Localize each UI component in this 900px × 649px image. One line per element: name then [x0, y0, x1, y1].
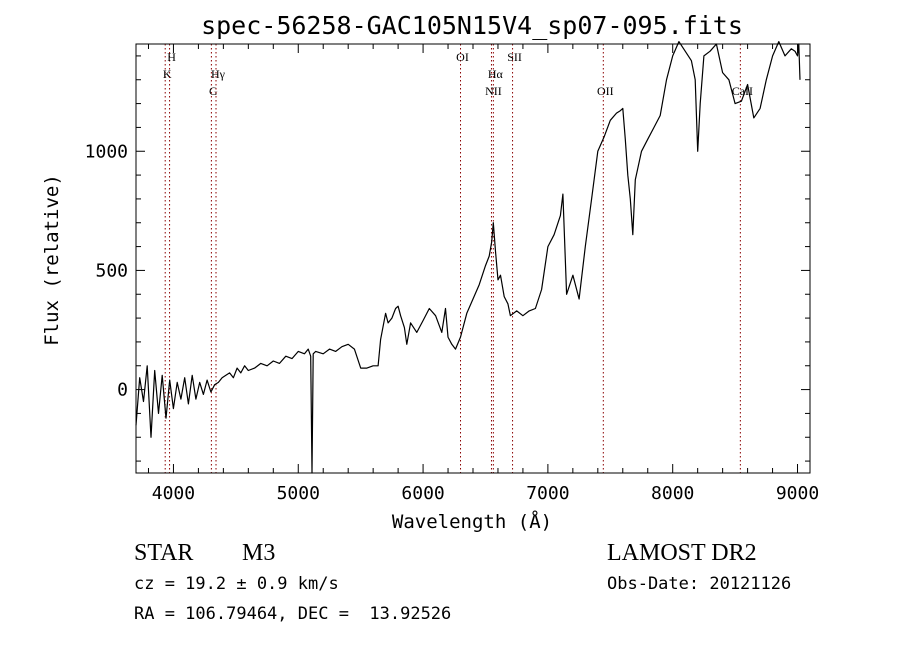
coordinates: RA = 106.79464, DEC = 13.92526 [134, 604, 452, 624]
chart-title: spec-56258-GAC105N15V4_sp07-095.fits [201, 11, 743, 40]
survey-label: LAMOST DR2 [607, 540, 757, 566]
line-marker-label-5: NII [485, 84, 502, 98]
spectrum-series [135, 41, 801, 474]
x-tick-label-1: 5000 [277, 483, 320, 504]
y-axis-label: Flux (relative) [41, 174, 63, 346]
cz-value: cz = 19.2 ± 0.9 km/s [134, 574, 339, 594]
y-tick-label-0: 0 [117, 380, 128, 401]
line-marker-label-1: H [167, 50, 176, 64]
object-subclass: M3 [242, 540, 276, 566]
plot-axes: 4000 5000 6000 7000 8000 9000 0 500 1000 [85, 43, 819, 504]
x-tick-label-3: 7000 [526, 483, 569, 504]
x-tick-label-5: 9000 [776, 483, 819, 504]
x-axis-label: Wavelength (Å) [392, 510, 552, 533]
plot-frame [135, 43, 811, 474]
y-tick-label-1: 500 [95, 260, 128, 281]
line-marker-label-7: SII [507, 50, 522, 64]
x-tick-label-2: 6000 [401, 483, 444, 504]
x-tick-label-4: 8000 [651, 483, 694, 504]
line-marker-label-0: K [163, 67, 172, 81]
line-marker-label-2: G [209, 84, 218, 98]
spectrum-line [135, 41, 801, 474]
obs-date: Obs-Date: 20121126 [607, 574, 792, 594]
line-marker-label-8: OII [597, 84, 614, 98]
object-class: STAR [134, 540, 194, 566]
line-marker-label-6: Hα [488, 67, 504, 81]
line-marker-label-3: Hγ [211, 67, 226, 81]
line-marker-label-4: OI [456, 50, 469, 64]
x-tick-label-0: 4000 [152, 483, 195, 504]
y-tick-label-2: 1000 [85, 141, 128, 162]
